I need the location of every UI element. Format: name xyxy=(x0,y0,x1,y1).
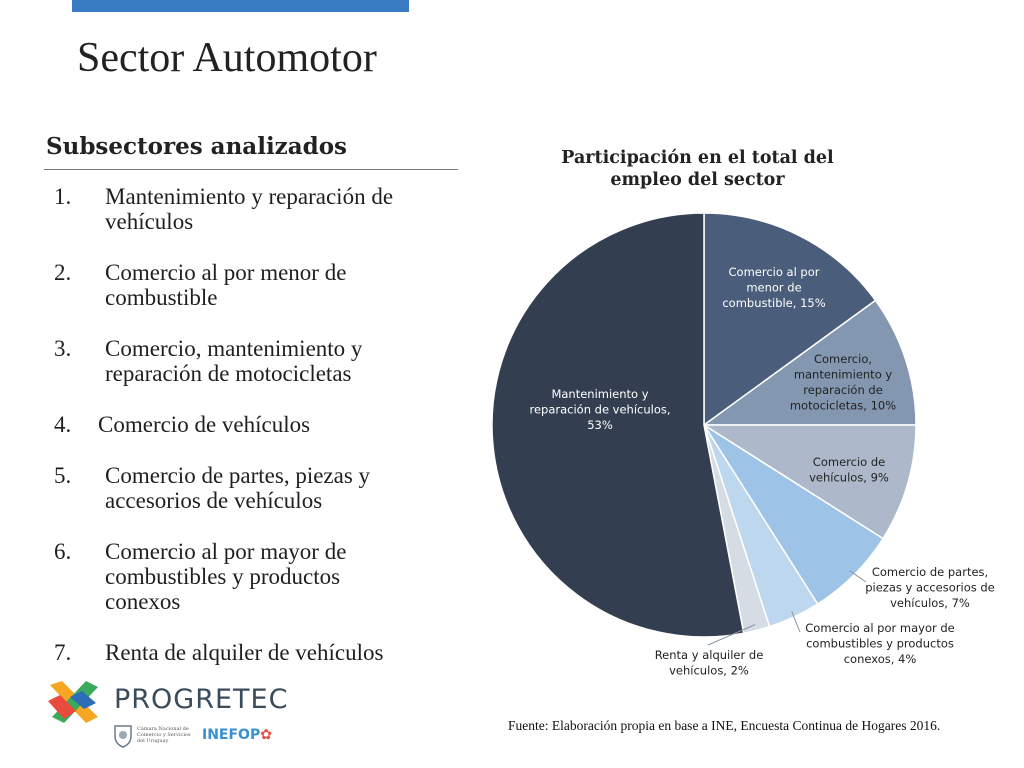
heading-underline xyxy=(44,169,458,170)
camara-name: Cámara Nacional de Comercio y Servicios … xyxy=(137,726,191,744)
slide-title: Sector Automotor xyxy=(77,35,377,81)
progretec-wordmark: PROGRETEC xyxy=(114,684,289,715)
slice-label: Comercio al por menor de combustible, 15% xyxy=(722,265,825,310)
list-item: 7. Renta de alquiler de vehículos xyxy=(54,640,384,665)
slice-motocicletas xyxy=(701,299,917,426)
camara-seal-icon xyxy=(114,725,132,748)
subsectors-heading: Subsectores analizados xyxy=(46,133,348,160)
slice-label: Comercio de vehículos, 9% xyxy=(809,455,889,485)
list-item: 3. Comercio, mantenimiento y reparación … xyxy=(54,336,363,386)
slice-label: Renta y alquiler de vehículos, 2% xyxy=(655,648,764,678)
leader-line xyxy=(791,611,801,633)
accent-bar xyxy=(72,0,409,12)
list-item: 6. Comercio al por mayor de combustibles… xyxy=(54,539,347,614)
list-item: 5. Comercio de partes, piezas y accesori… xyxy=(54,463,371,513)
inefop-logo: INEFOP✿ xyxy=(202,727,272,743)
slice-menor-combustible xyxy=(703,212,877,427)
slice-vehiculos xyxy=(701,424,917,540)
source-note: Fuente: Elaboración propia en base a INE… xyxy=(508,718,941,733)
subsector-list: 1. Mantenimiento y reparación de vehícul… xyxy=(54,184,464,691)
list-item: 2. Comercio al por menor de combustible xyxy=(54,260,347,310)
slice-label: Comercio de partes, piezas y accesorios d… xyxy=(865,565,995,610)
slice-label: Mantenimiento y reparación de vehículos, 5… xyxy=(529,387,670,432)
list-item: 4. Comercio de vehículos xyxy=(54,412,311,437)
slice-mantenimiento xyxy=(491,212,745,638)
chart-title: Participación en el total del empleo del… xyxy=(561,148,834,190)
leader-line xyxy=(707,624,756,646)
slice-label: Comercio al por mayor de combustibles y p… xyxy=(805,621,955,666)
list-item: 1. Mantenimiento y reparación de vehícul… xyxy=(54,184,394,234)
leader-line xyxy=(849,570,867,583)
slice-label: Comercio, mantenimiento y reparación de mot… xyxy=(790,352,896,413)
progretec-logo-icon xyxy=(48,681,98,723)
